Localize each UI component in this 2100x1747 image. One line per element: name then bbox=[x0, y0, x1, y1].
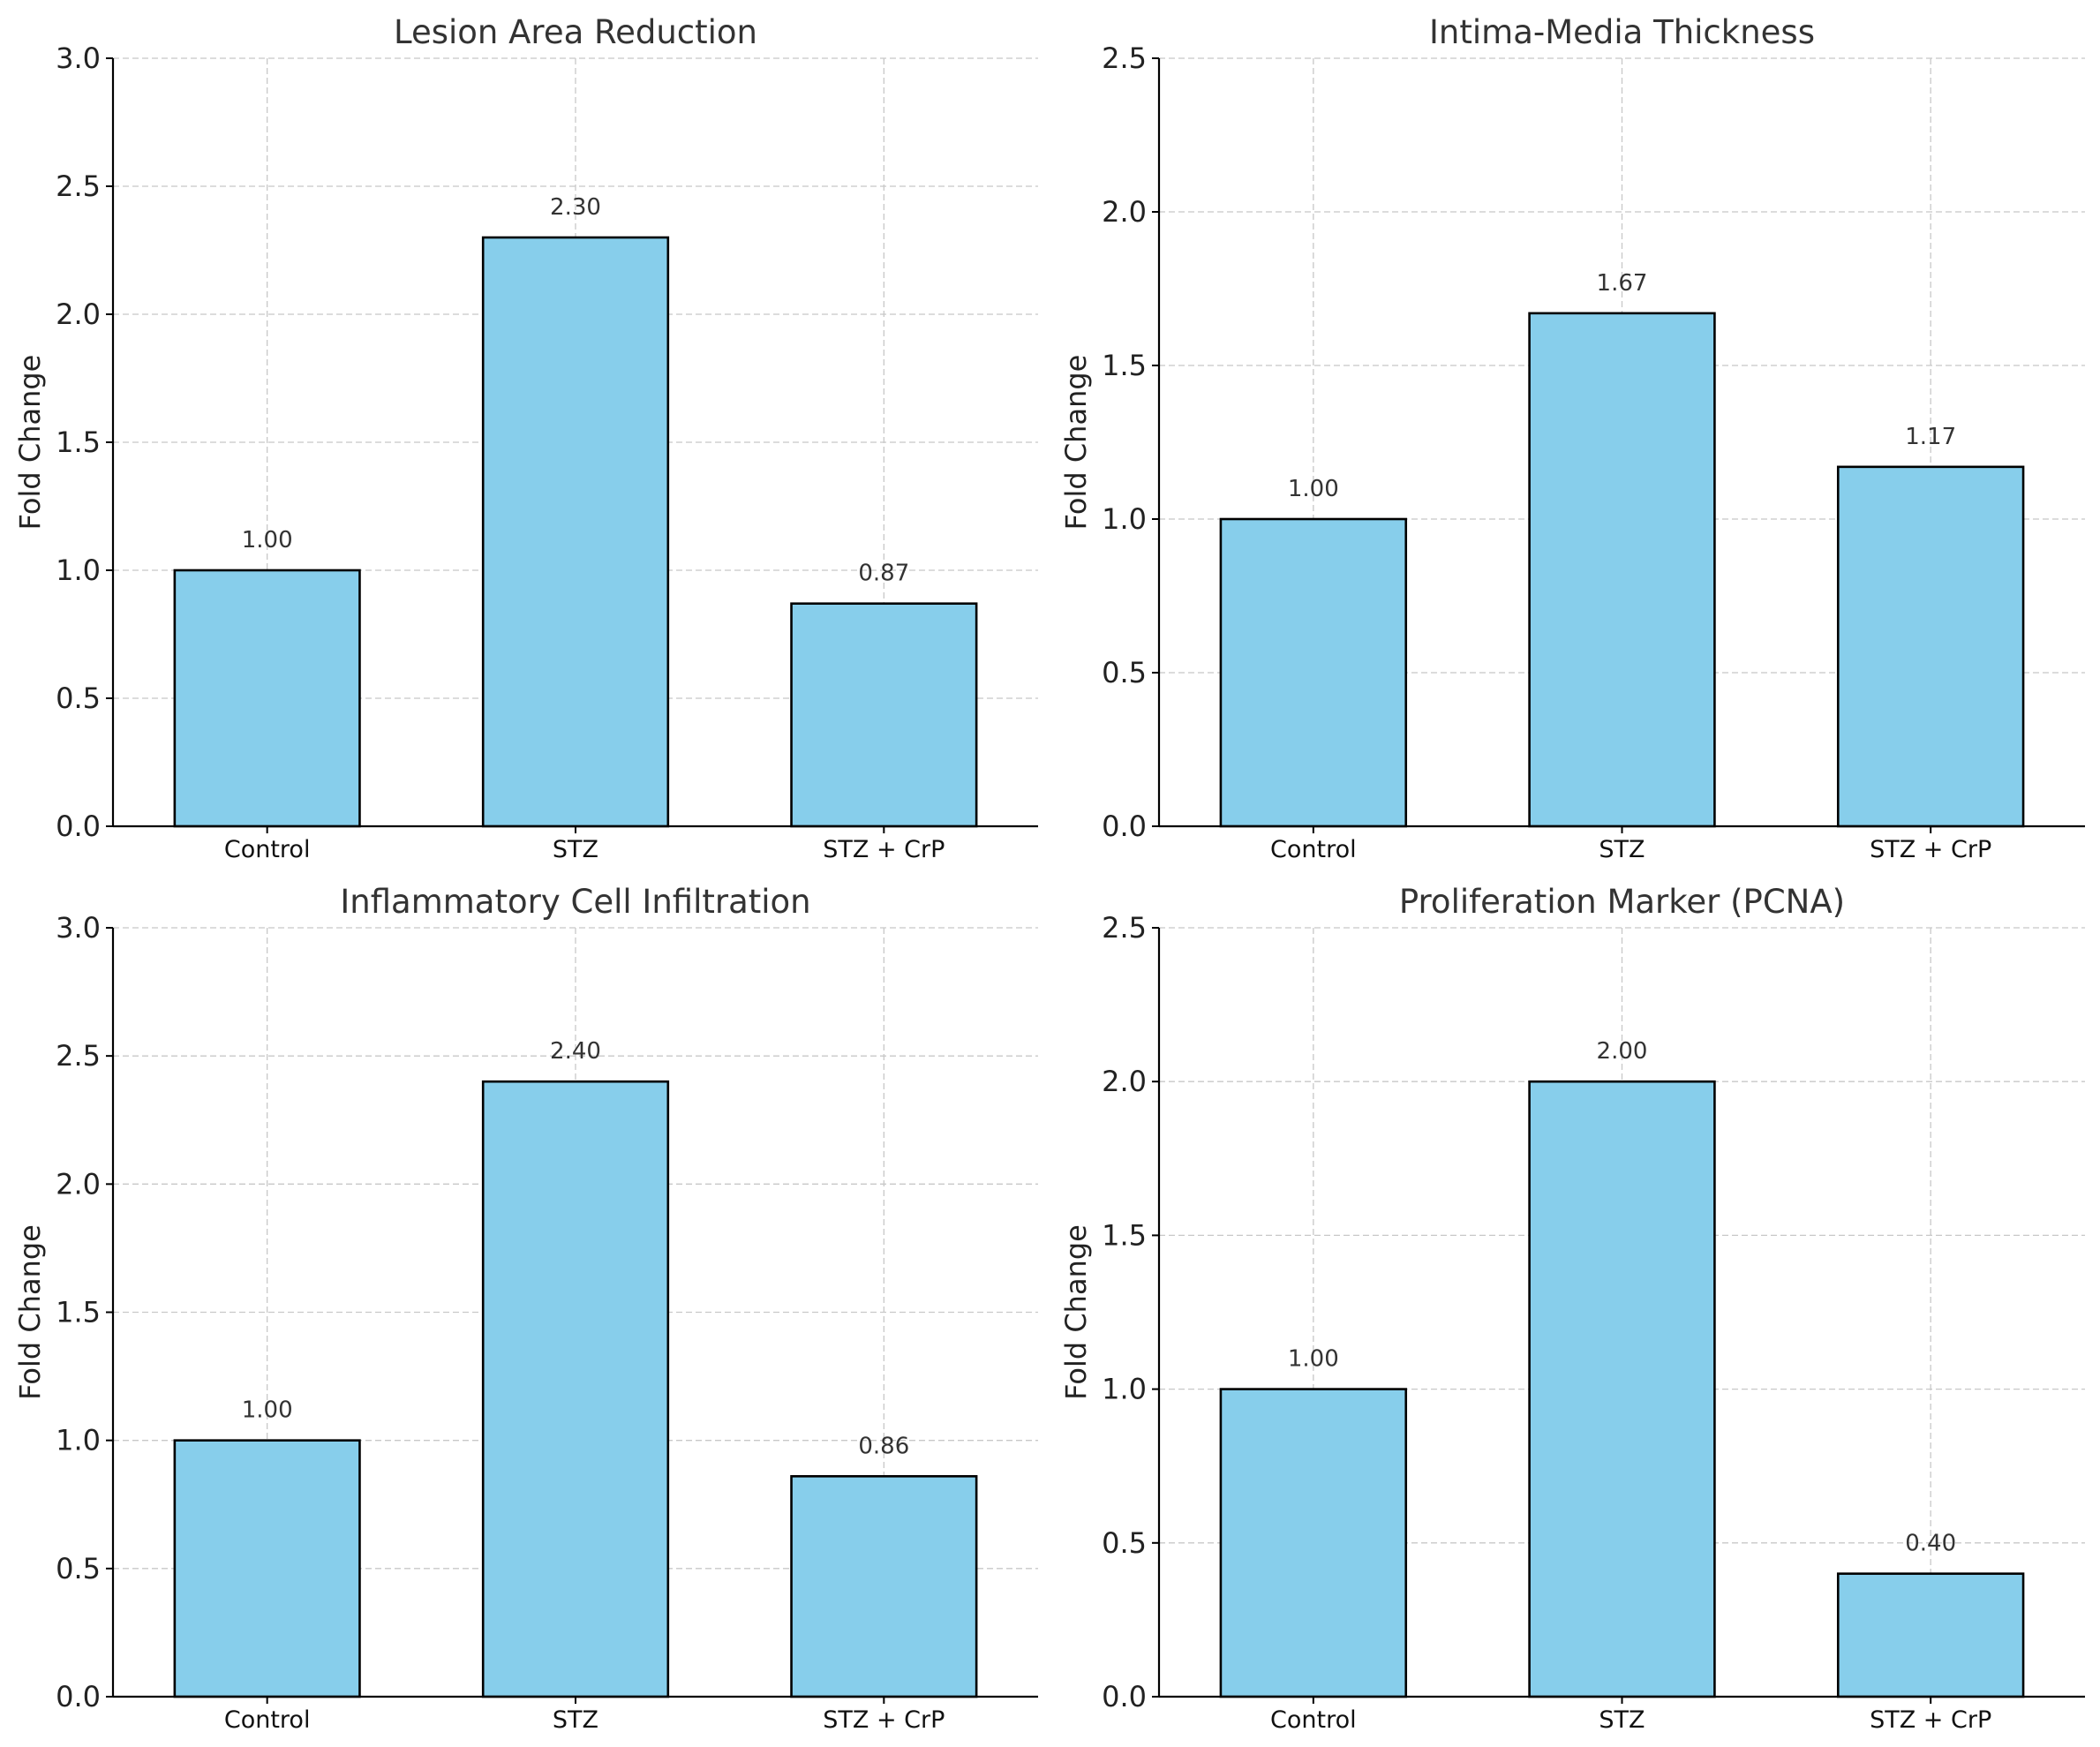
y-tick-label: 1.5 bbox=[1102, 1218, 1147, 1252]
y-tick-label: 0.0 bbox=[56, 1680, 101, 1713]
bar-stz bbox=[481, 1080, 670, 1698]
bar-control bbox=[173, 1439, 361, 1698]
y-tick-label: 0.5 bbox=[56, 681, 101, 715]
y-tick-label: 2.0 bbox=[1102, 1065, 1147, 1098]
x-tick-label: STZ + CrP bbox=[823, 836, 945, 863]
data-label: 1.00 bbox=[1288, 1346, 1339, 1373]
y-tick-label: 0.5 bbox=[1102, 656, 1147, 689]
y-tick-label: 1.0 bbox=[1102, 1373, 1147, 1406]
x-tick-label: STZ bbox=[553, 836, 598, 863]
chart-panel-2: 1.00 1.67 1.17 0.0 0.5 1.0 1.5 2.0 2.5 Control STZ… bbox=[1059, 13, 2085, 863]
y-tick-label: 2.5 bbox=[1102, 41, 1147, 75]
y-axis-label: Fold Change bbox=[13, 355, 47, 531]
data-label: 1.67 bbox=[1597, 270, 1648, 297]
x-tick-label: STZ + CrP bbox=[1870, 836, 1991, 863]
y-tick-label: 2.0 bbox=[56, 1167, 101, 1201]
bar-stz-crp bbox=[1836, 1572, 2025, 1698]
y-tick-label: 0.0 bbox=[1102, 1680, 1147, 1713]
data-label: 1.00 bbox=[1288, 476, 1339, 502]
bar-stz bbox=[1528, 1080, 1716, 1698]
y-axis-label: Fold Change bbox=[13, 1224, 47, 1400]
y-tick-label: 1.0 bbox=[56, 1424, 101, 1457]
bar-stz-crp bbox=[790, 602, 978, 828]
chart-panel-4: 1.00 2.00 0.40 0.0 0.5 1.0 1.5 2.0 2.5 Control STZ… bbox=[1059, 883, 2085, 1734]
data-label: 2.40 bbox=[550, 1038, 601, 1065]
bar-control bbox=[1219, 517, 1408, 828]
data-label: 1.00 bbox=[242, 1397, 293, 1424]
x-tick-label: STZ bbox=[1599, 1706, 1645, 1734]
chart-title: Lesion Area Reduction bbox=[394, 13, 757, 51]
x-tick-label: STZ + CrP bbox=[1870, 1706, 1991, 1734]
bar-stz-crp bbox=[1836, 465, 2025, 828]
y-axis-label: Fold Change bbox=[1059, 1224, 1093, 1400]
chart-panel-3: 1.00 2.40 0.86 0.0 0.5 1.0 1.5 2.0 2.5 3.0 Control… bbox=[13, 883, 1038, 1734]
y-axis-label: Fold Change bbox=[1059, 355, 1093, 531]
data-label: 1.17 bbox=[1905, 424, 1956, 450]
data-label: 2.30 bbox=[550, 194, 601, 221]
y-tick-label: 2.5 bbox=[56, 1039, 101, 1073]
data-label: 0.86 bbox=[858, 1433, 909, 1459]
chart-title: Intima-Media Thickness bbox=[1429, 13, 1815, 51]
bar-stz bbox=[481, 236, 670, 828]
y-tick-label: 1.5 bbox=[56, 1296, 101, 1329]
data-label: 0.87 bbox=[858, 561, 909, 587]
chart-panel-1: 1.00 2.30 0.87 0.0 0.5 1.0 1.5 2.0 2.5 3.0 Control… bbox=[13, 13, 1038, 863]
x-tick-label: Control bbox=[1270, 1706, 1357, 1734]
bar-stz bbox=[1528, 312, 1716, 828]
x-tick-label: STZ bbox=[553, 1706, 598, 1734]
y-tick-label: 1.0 bbox=[56, 553, 101, 587]
y-tick-label: 2.0 bbox=[1102, 195, 1147, 229]
y-tick-label: 0.5 bbox=[56, 1552, 101, 1585]
x-tick-label: Control bbox=[1270, 836, 1357, 863]
y-tick-label: 2.0 bbox=[56, 297, 101, 331]
x-tick-label: Control bbox=[224, 1706, 311, 1734]
y-tick-label: 3.0 bbox=[56, 41, 101, 75]
x-tick-label: STZ + CrP bbox=[823, 1706, 945, 1734]
data-label: 2.00 bbox=[1597, 1038, 1648, 1065]
y-tick-label: 1.5 bbox=[56, 425, 101, 459]
bar-stz-crp bbox=[790, 1475, 978, 1698]
data-label: 0.40 bbox=[1905, 1531, 1956, 1557]
y-tick-label: 1.0 bbox=[1102, 502, 1147, 536]
y-tick-label: 0.5 bbox=[1102, 1526, 1147, 1560]
bar-control bbox=[1219, 1388, 1408, 1698]
data-label: 1.00 bbox=[242, 527, 293, 553]
y-tick-label: 2.5 bbox=[56, 169, 101, 203]
x-tick-label: Control bbox=[224, 836, 311, 863]
bar-control bbox=[173, 569, 361, 828]
x-tick-label: STZ bbox=[1599, 836, 1645, 863]
y-tick-label: 0.0 bbox=[1102, 809, 1147, 843]
y-tick-label: 3.0 bbox=[56, 911, 101, 945]
y-tick-label: 0.0 bbox=[56, 809, 101, 843]
chart-title: Proliferation Marker (PCNA) bbox=[1399, 883, 1845, 921]
y-tick-label: 2.5 bbox=[1102, 911, 1147, 945]
chart-title: Inflammatory Cell Infiltration bbox=[340, 883, 810, 921]
y-tick-label: 1.5 bbox=[1102, 349, 1147, 382]
